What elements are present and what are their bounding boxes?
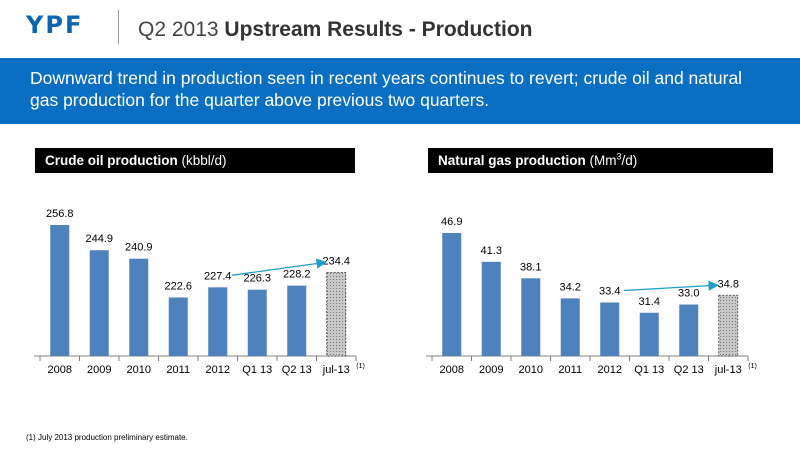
oil-tick-label-3: 2011	[166, 364, 190, 376]
oil-bar-1	[89, 250, 109, 356]
oil-bar-7	[326, 272, 347, 357]
gas-value-label-2: 38.1	[520, 261, 541, 273]
footnote: (1) July 2013 production preliminary est…	[26, 433, 188, 442]
gas-bar-3	[560, 298, 580, 356]
gas-bar-2	[521, 278, 541, 356]
gas-bar-6	[679, 304, 699, 356]
oil-value-label-1: 244.9	[85, 233, 113, 245]
gas-tick-note-7: (1)	[748, 363, 757, 370]
title-prefix: Q2 2013	[138, 18, 219, 41]
gas-tick-label-4: 2012	[598, 364, 622, 376]
gas-tick-label-3: 2011	[558, 364, 582, 376]
oil-bar-3	[168, 297, 188, 356]
oil-value-label-7: 234.4	[322, 255, 350, 267]
oil-tick-label-7: jul-13	[322, 364, 350, 376]
oil-bar-0	[50, 225, 70, 356]
oil-tick-label-0: 2008	[48, 364, 72, 376]
oil-chart-header: Crude oil production (kbbl/d)	[35, 148, 355, 173]
gas-chart-header: Natural gas production (Mm3/d)	[428, 148, 773, 173]
oil-tick-label-2: 2010	[127, 364, 151, 376]
oil-value-label-5: 226.3	[243, 273, 271, 285]
page-title: Q2 2013 Upstream Results - Production	[138, 18, 532, 42]
gas-tick-label-7: jul-13	[714, 364, 742, 376]
banner-text: Downward trend in production seen in rec…	[30, 68, 743, 110]
oil-value-label-3: 222.6	[164, 280, 192, 292]
gas-value-label-1: 41.3	[481, 245, 502, 257]
oil-chart-title: Crude oil production	[45, 153, 178, 168]
oil-value-label-6: 228.2	[283, 269, 311, 281]
oil-trend-arrow	[231, 258, 327, 276]
gas-chart-title: Natural gas production	[438, 153, 586, 168]
gas-tick-label-0: 2008	[440, 364, 464, 376]
gas-trend-arrow	[623, 280, 719, 292]
gas-bar-5	[639, 312, 659, 356]
oil-bar-2	[129, 258, 149, 356]
gas-value-label-5: 31.4	[639, 296, 660, 308]
gas-bar-0	[442, 233, 462, 356]
oil-value-label-2: 240.9	[125, 242, 153, 254]
gas-tick-label-6: Q2 13	[674, 364, 704, 376]
gas-value-label-4: 33.4	[599, 285, 620, 297]
oil-tick-label-1: 2009	[87, 364, 111, 376]
header-divider	[118, 10, 119, 44]
oil-bar-6	[287, 285, 307, 356]
gas-tick-label-2: 2010	[519, 364, 543, 376]
gas-bar-4	[600, 302, 620, 356]
gas-bar-1	[481, 261, 501, 356]
gas-value-label-6: 33.0	[678, 288, 699, 300]
gas-chart-unit: (Mm3/d)	[589, 151, 638, 168]
oil-tick-label-4: 2012	[206, 364, 230, 376]
oil-tick-label-5: Q1 13	[242, 364, 272, 376]
gas-tick-label-5: Q1 13	[634, 364, 664, 376]
gas-tick-label-1: 2009	[479, 364, 503, 376]
gas-value-label-0: 46.9	[441, 216, 462, 228]
oil-tick-label-6: Q2 13	[282, 364, 312, 376]
summary-banner: Downward trend in production seen in rec…	[0, 58, 800, 124]
gas-value-label-7: 34.8	[718, 278, 739, 290]
oil-tick-note-7: (1)	[356, 363, 365, 370]
oil-bar-4	[208, 287, 228, 356]
ypf-logo: YPF	[26, 11, 84, 39]
oil-chart-unit: (kbbl/d)	[181, 153, 227, 168]
gas-value-label-3: 34.2	[560, 281, 581, 293]
title-bold: Upstream Results - Production	[224, 18, 533, 41]
oil-value-label-0: 256.8	[46, 208, 74, 220]
header: YPF Q2 2013 Upstream Results - Productio…	[0, 0, 800, 55]
oil-bar-5	[247, 289, 267, 356]
gas-bar-7	[718, 294, 739, 357]
oil-value-label-4: 227.4	[204, 270, 232, 282]
